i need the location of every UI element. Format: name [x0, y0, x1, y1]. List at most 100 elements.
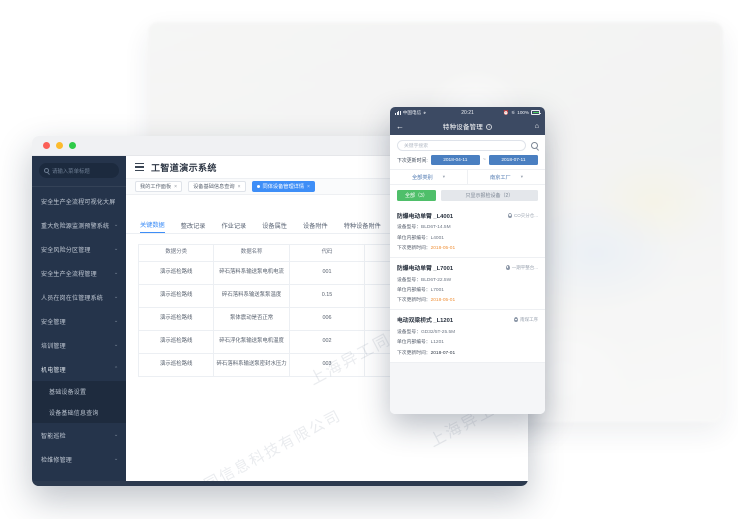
- sidebar-item-risk-zoning[interactable]: 安全风险分区管理 ⌄: [32, 237, 126, 261]
- list-item-model-row: 设备型号：BLD6T-14.5M: [397, 223, 538, 230]
- code-label: 单位内部编号：: [397, 340, 431, 346]
- sidebar-item-maintenance-management[interactable]: 检维修管理 ⌄: [32, 447, 126, 471]
- sidebar-item-label: 智能巡检: [41, 433, 66, 440]
- sidebar-subitem-basic-equipment-setup[interactable]: 基础设备设置: [49, 390, 87, 396]
- sidebar-item-label: 人员在岗在位管理系统: [41, 295, 104, 302]
- close-icon[interactable]: ×: [307, 183, 310, 190]
- cell-name: 碎石落料系输送泵电机电流: [213, 260, 290, 285]
- sidebar-item-safety-management[interactable]: 安全管理 ⌄: [32, 309, 126, 333]
- filter-category-dropdown[interactable]: 全部类别 ▾: [390, 170, 467, 184]
- sidebar-item-training-management[interactable]: 培训管理 ⌄: [32, 333, 126, 357]
- date-start-field[interactable]: 2018-04-11: [430, 155, 480, 165]
- chevron-down-icon: ⌄: [113, 270, 119, 276]
- subtab-equipment-attributes[interactable]: 设备属性: [262, 223, 287, 230]
- sidebar-search[interactable]: 请输入菜单标题: [39, 163, 119, 178]
- date-range-label: 下次更新时间:: [397, 158, 428, 164]
- date-range-filter: 下次更新时间: 2018-04-11 ~ 2018-07-11: [390, 154, 545, 169]
- sidebar-item-production-process[interactable]: 安全生产全流程管理 ⌄: [32, 261, 126, 285]
- list-item-code-row: 单位内部编号：L1201: [397, 338, 538, 345]
- col-code: 代码: [288, 244, 366, 262]
- list-item-model-row: 设备型号：BLD6T-22.5W: [397, 276, 538, 283]
- list-item[interactable]: 防爆电动单臂 _L7001 一期平整台... 设备型号：BLD6T-22.5W …: [390, 258, 545, 311]
- cell-name: 泵体震动是否正常: [213, 306, 290, 331]
- clock-label: 20:21: [461, 109, 474, 116]
- subtab-work-records[interactable]: 作业记录: [221, 223, 247, 230]
- sidebar-item-visual-dashboard[interactable]: 安全生产全流程可视化大屏: [32, 189, 126, 213]
- map-pin-icon: [507, 213, 512, 218]
- sidebar-item-label: 安全风险分区管理: [41, 247, 91, 254]
- model-label: 设备型号：: [397, 225, 421, 231]
- info-icon[interactable]: i: [486, 123, 493, 130]
- signal-bars-icon: [395, 110, 401, 115]
- back-arrow-icon[interactable]: ←: [396, 122, 404, 131]
- cell-category: 演示巡检路线: [137, 306, 215, 331]
- sidebar-item-hazard-monitoring[interactable]: 重大危险源监测预警系统 ⌄: [32, 213, 126, 237]
- tab-equipment-info-query[interactable]: 设备基础信息查询 ×: [188, 181, 246, 192]
- maximize-window-button[interactable]: [69, 142, 76, 149]
- bluetooth-icon: ⚟: [511, 109, 516, 115]
- sidebar-subitem-equipment-info-query[interactable]: 设备基础信息查询: [49, 411, 99, 417]
- close-window-button[interactable]: [43, 142, 50, 149]
- close-icon[interactable]: ×: [237, 183, 241, 190]
- close-icon[interactable]: ×: [174, 183, 178, 190]
- update-value: 2018-07-01: [430, 350, 456, 356]
- filter-label: 全部类别: [411, 174, 433, 181]
- list-item[interactable]: 电动双梁桥式 _L1201 南煤工序 设备型号：GD32/5T-25.5M 单位…: [390, 310, 545, 363]
- segment-inspection-only-button[interactable]: 只显示报检设备（2）: [440, 190, 538, 201]
- model-value: BLD6T-14.5M: [421, 225, 451, 231]
- subtab-equipment-attachments[interactable]: 设备附件: [303, 223, 328, 230]
- sidebar-item-label: 机电管理: [41, 367, 66, 374]
- location-label: CO灾分仓...: [513, 212, 538, 218]
- model-value: GD32/5T-25.5M: [421, 329, 456, 335]
- phone-page-title: 特种设备管理: [442, 124, 484, 131]
- search-input-placeholder: 关键字搜索: [404, 144, 428, 149]
- list-item-title: 防爆电动单臂 _L7001: [397, 266, 454, 273]
- filter-factory-dropdown[interactable]: 南京工厂 ▾: [467, 170, 545, 184]
- sidebar-item-label: 安全生产全流程可视化大屏: [41, 199, 116, 206]
- segment-all-button[interactable]: 全部（3）: [397, 190, 436, 201]
- alarm-icon: ⏰: [503, 109, 510, 115]
- date-end-field[interactable]: 2018-07-11: [488, 155, 538, 165]
- model-value: BLD6T-22.5W: [421, 277, 452, 283]
- hamburger-icon[interactable]: [135, 162, 144, 172]
- home-icon[interactable]: ⌂: [534, 123, 539, 130]
- sidebar-item-smart-inspection[interactable]: 智能巡检 ⌄: [32, 423, 126, 447]
- search-icon: [44, 168, 49, 173]
- sidebar-item-label: 检维修管理: [41, 457, 73, 464]
- phone-statusbar: 中国电信 ◕ 20:21 ⏰ ⚟ 100%: [390, 107, 545, 118]
- cell-name: 碎石落料系输送泵泵温度: [213, 283, 290, 308]
- cell-name: 碎石落料系输送泵密封水压力: [213, 352, 290, 377]
- subtab-key-data[interactable]: 关键数据: [140, 220, 165, 233]
- model-label: 设备型号：: [397, 277, 421, 283]
- phone-segment-row: 全部（3） 只显示报检设备（2）: [390, 185, 545, 206]
- page-title: 工智道演示系统: [151, 162, 217, 173]
- list-item-location: CO灾分仓...: [507, 212, 538, 219]
- subtab-special-equipment-attachments[interactable]: 特种设备附件: [343, 223, 381, 230]
- statusbar-left: 中国电信 ◕: [395, 110, 461, 116]
- code-value: L7001: [430, 287, 444, 293]
- window-bottom-bar: [32, 481, 528, 486]
- sidebar-item-personnel-position[interactable]: 人员在岗在位管理系统 ⌄: [32, 285, 126, 309]
- subtab-rectification-records[interactable]: 整改记录: [180, 223, 206, 230]
- list-item[interactable]: 防爆电动单臂 _L4001 CO灾分仓... 设备型号：BLD6T-14.5M …: [390, 206, 545, 259]
- search-input[interactable]: 关键字搜索: [397, 140, 526, 151]
- list-item-location: 南煤工序: [514, 317, 538, 323]
- phone-app-header: ← 特种设备管理 i ⌂: [390, 118, 545, 135]
- list-item-location: 一期平整台...: [505, 265, 538, 271]
- update-value: 2018-05-01: [430, 246, 456, 252]
- map-pin-icon: [514, 317, 518, 323]
- code-value: L4001: [430, 235, 444, 241]
- list-item-code-row: 单位内部编号：L4001: [397, 234, 538, 241]
- tab-my-workbench[interactable]: 我的工作面板 ×: [135, 181, 183, 192]
- sidebar-item-electromechanical[interactable]: 机电管理 ⌃: [32, 357, 126, 381]
- chevron-down-icon: ⌄: [113, 342, 119, 348]
- sidebar: 请输入菜单标题 安全生产全流程可视化大屏 重大危险源监测预警系统 ⌄ 安全风险分…: [32, 156, 126, 486]
- chevron-down-icon: ⌄: [113, 318, 119, 324]
- list-item-header: 防爆电动单臂 _L7001 一期平整台...: [397, 263, 538, 273]
- tab-equipment-detail[interactable]: 同体设备管理详情 ×: [251, 181, 315, 192]
- sidebar-item-label: 安全生产全流程管理: [41, 271, 97, 278]
- search-icon[interactable]: [531, 142, 538, 149]
- col-name: 数据名称: [213, 244, 290, 262]
- minimize-window-button[interactable]: [56, 142, 63, 149]
